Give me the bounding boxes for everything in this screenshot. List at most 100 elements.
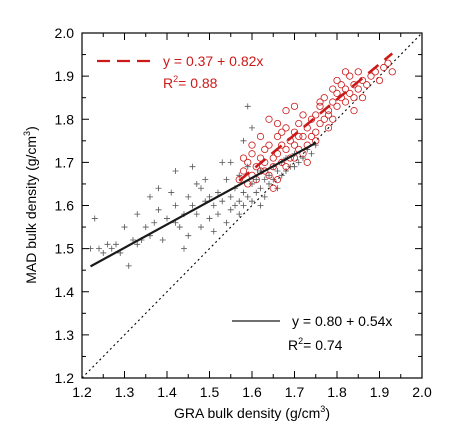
data-point-plus	[219, 198, 226, 205]
data-point-circle	[384, 59, 392, 67]
data-point-plus	[134, 241, 141, 248]
data-point-circle	[256, 132, 265, 141]
data-point-plus	[257, 185, 264, 192]
legend-red-r2: R2= 0.88	[163, 74, 218, 91]
data-point-plus	[244, 163, 251, 170]
data-point-circle	[350, 94, 358, 102]
legend-red: y = 0.37 + 0.82x R2= 0.88	[97, 53, 263, 91]
data-point-plus	[257, 202, 264, 209]
x-tick-label: 1.4	[157, 384, 177, 400]
data-point-circle	[265, 115, 273, 123]
data-point-plus	[266, 172, 272, 179]
data-point-circle	[282, 163, 290, 171]
y-axis-label: MAD bulk density (g/cm3)	[22, 126, 39, 284]
data-point-plus	[236, 172, 243, 179]
data-point-plus	[206, 193, 213, 200]
x-tick-label: 1.9	[370, 384, 390, 400]
data-point-plus	[206, 215, 213, 222]
data-point-circle	[367, 72, 375, 80]
data-point-plus	[261, 193, 268, 200]
data-point-circle	[290, 102, 299, 110]
data-point-circle	[256, 154, 265, 162]
data-point-circle	[316, 98, 324, 106]
data-point-plus	[185, 232, 192, 239]
x-tick-label: 1.7	[285, 384, 305, 400]
data-point-circle	[278, 128, 286, 136]
data-point-circle	[350, 81, 358, 89]
data-point-plus	[244, 103, 251, 110]
data-point-circle	[346, 72, 354, 80]
data-point-circle	[295, 132, 303, 141]
data-point-plus	[104, 241, 111, 248]
data-point-circle	[358, 94, 367, 102]
data-point-plus	[295, 159, 302, 166]
data-point-plus	[91, 215, 98, 222]
data-point-plus	[274, 168, 281, 174]
data-point-plus	[253, 176, 260, 183]
data-point-plus	[308, 150, 315, 157]
data-point-circle	[320, 94, 328, 102]
data-point-circle	[380, 63, 388, 72]
data-point-plus	[172, 202, 179, 209]
data-point-plus	[266, 180, 272, 187]
data-point-plus	[181, 245, 187, 252]
data-point-plus	[164, 215, 170, 222]
data-point-circle	[248, 141, 256, 149]
data-point-plus	[100, 249, 107, 256]
data-point-plus	[121, 224, 128, 231]
data-point-plus	[223, 176, 230, 183]
data-point-plus	[236, 211, 243, 218]
x-tick-label: 1.3	[115, 384, 135, 400]
data-point-circle	[252, 163, 260, 171]
data-point-circle	[299, 111, 307, 119]
data-point-circle	[244, 158, 252, 166]
legend-black: y = 0.80 + 0.54x R2= 0.74	[232, 313, 392, 353]
data-point-plus	[249, 198, 255, 205]
data-point-plus	[202, 176, 209, 183]
data-point-plus	[142, 224, 149, 231]
data-point-circle	[269, 154, 277, 162]
data-point-circle	[316, 102, 324, 110]
data-point-circle	[269, 184, 277, 192]
data-point-plus	[253, 189, 260, 196]
data-point-circle	[290, 141, 299, 149]
data-point-plus	[300, 155, 306, 162]
data-point-circle	[337, 81, 345, 89]
data-point-plus	[172, 168, 179, 174]
data-point-circle	[248, 150, 256, 158]
data-point-plus	[96, 245, 102, 252]
data-point-circle	[307, 115, 316, 123]
data-point-circle	[346, 89, 354, 97]
data-point-plus	[193, 180, 200, 187]
data-point-plus	[215, 189, 221, 196]
data-point-circle	[329, 115, 337, 123]
x-tick-label: 1.6	[242, 384, 262, 400]
y-tick-label: 1.3	[55, 327, 75, 343]
x-tick-label: 2.0	[412, 384, 432, 400]
data-point-plus	[210, 202, 217, 209]
data-point-plus	[240, 189, 247, 196]
data-point-plus	[113, 241, 119, 248]
x-tick-label: 1.5	[200, 384, 220, 400]
data-point-circle	[375, 76, 384, 85]
data-point-circle	[354, 68, 362, 76]
data-point-plus	[223, 219, 230, 226]
data-point-plus	[249, 180, 255, 187]
data-point-plus	[168, 189, 175, 196]
data-point-circle	[273, 132, 282, 141]
data-point-plus	[274, 185, 281, 192]
data-point-circle	[261, 145, 269, 154]
y-tick-label: 1.9	[55, 68, 75, 84]
data-point-circle	[282, 124, 290, 132]
y-tick-label: 1.7	[55, 154, 75, 170]
data-point-circle	[333, 76, 341, 85]
legend-black-equation: y = 0.80 + 0.54x	[292, 313, 392, 329]
data-point-plus	[189, 163, 196, 170]
data-point-plus	[236, 198, 243, 205]
data-point-plus	[155, 185, 162, 192]
data-point-circle	[312, 128, 320, 136]
data-point-circle	[350, 107, 358, 115]
data-point-plus	[151, 219, 158, 226]
fit-line-red	[238, 52, 394, 182]
